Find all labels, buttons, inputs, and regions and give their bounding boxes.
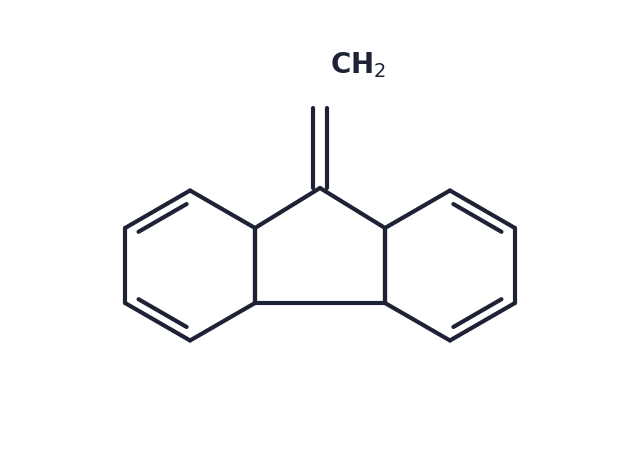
Text: CH$_2$: CH$_2$ bbox=[330, 50, 387, 80]
